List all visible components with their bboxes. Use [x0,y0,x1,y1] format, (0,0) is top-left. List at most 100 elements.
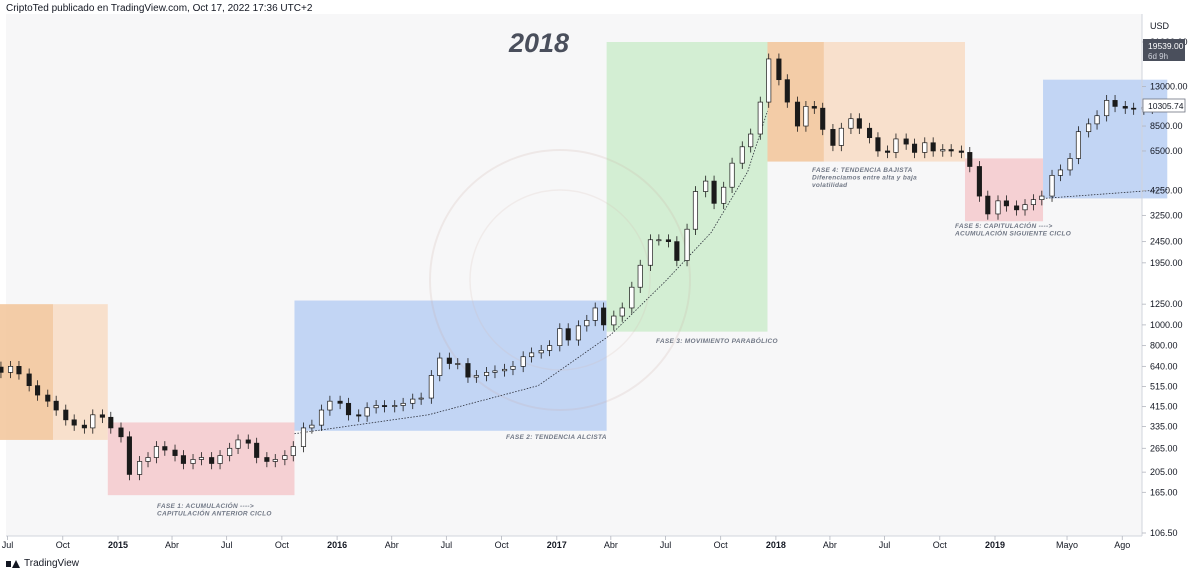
candle [235,434,241,455]
x-tick-label: Oct [56,540,71,550]
candle [309,419,315,434]
candle [108,411,114,434]
candle [619,302,625,322]
candle [81,419,87,434]
x-tick-label: 2016 [327,540,347,550]
phase2-label-line: FASE 2: TENDENCIA ALCISTA [506,434,607,441]
x-tick-label: Jul [879,540,891,550]
candle [492,365,498,379]
candle [465,358,471,383]
high-price-sub: 6d 9h [1148,52,1168,61]
y-tick-label: 13000.00 [1150,82,1188,92]
y-axis: 21000.0013000.008500.006500.004250.00325… [1142,37,1188,538]
candle [473,370,479,383]
candle [848,113,854,135]
phase3-label-line: FASE 3: MOVIMIENTO PARABÓLICO [656,336,778,345]
candle [190,454,196,470]
candle [217,450,223,470]
y-tick-label: 265.00 [1150,443,1178,453]
phase1-label-line: FASE 1: ACUMULACIÓN ----> [157,501,254,510]
candle [63,404,69,426]
candle [838,122,844,152]
candle [557,323,563,352]
x-tick-label: Abr [823,540,837,550]
y-tick-label: 415.00 [1150,402,1178,412]
chart-title-2018: 2018 [508,28,569,58]
candle [703,175,709,198]
x-tick-label: Abr [385,540,399,550]
footer-brand: TradingView [24,558,80,569]
candle [35,380,41,401]
candle [647,234,653,272]
candle [264,452,270,468]
candle [866,122,873,144]
x-tick-label: 2017 [547,540,567,550]
y-tick-label: 800.00 [1150,341,1178,351]
candle [748,128,754,153]
candle [1039,190,1045,206]
last-price-tag [1142,98,1186,113]
y-tick-label: 1250.00 [1150,299,1183,309]
candle [356,409,362,422]
candle [364,402,370,422]
candle [884,145,891,159]
phase-labels: FASE 1: ACUMULACIÓN ---->CAPITULACIÓN AN… [157,167,1071,518]
candle [180,450,186,470]
candle [856,113,862,135]
phase-box-9 [1043,79,1168,199]
parabolic-trend-curve [294,110,768,435]
x-tick-label: Jul [660,540,672,550]
phase4-label-line: Diferenciamos entre alta y baja [812,175,917,182]
candle [592,302,598,327]
candle [1003,195,1009,212]
x-tick-label: Jul [441,540,453,550]
candle [327,395,333,416]
x-tick-label: 2015 [108,540,128,550]
candle [766,53,772,108]
candle [209,452,215,470]
trend-curves [294,110,1168,435]
candle [1104,94,1110,122]
candle [99,409,105,424]
candle [1022,199,1028,216]
y-tick-label: 335.00 [1150,422,1178,432]
x-tick-label: 2018 [766,540,786,550]
high-price-value: 19539.00 [1148,41,1184,51]
candle [45,389,51,407]
candle [510,360,516,376]
candle [446,352,452,370]
candle [958,145,964,159]
candle [1030,194,1036,211]
x-tick-label: Abr [604,540,618,550]
x-tick-label: Jul [221,540,233,550]
x-tick-label: Oct [495,540,510,550]
candle [976,161,982,202]
candle [227,442,233,462]
x-tick-label: 2019 [985,540,1005,550]
y-tick-label: 1950.00 [1150,258,1183,268]
candle [776,53,782,86]
candle [601,302,607,331]
watermark-illustration [429,149,691,411]
candle [392,400,398,413]
candle [1086,118,1092,138]
y-tick-label: 106.50 [1150,528,1178,538]
candle [290,441,296,462]
candle [254,437,260,464]
y-tick-label: 640.00 [1150,361,1178,371]
phase1-label-line: CAPITULACIÓN ANTERIOR CICLO [157,509,272,518]
candle [373,400,379,414]
candle [71,414,77,431]
phase-box-5 [606,42,768,332]
candle [803,100,809,132]
candle [118,422,124,443]
candle [1067,152,1073,176]
x-tick-label: Oct [275,540,290,550]
candle [721,181,727,210]
candle [692,186,699,235]
candle [1014,200,1020,216]
candle [16,360,22,380]
candle [674,236,680,267]
